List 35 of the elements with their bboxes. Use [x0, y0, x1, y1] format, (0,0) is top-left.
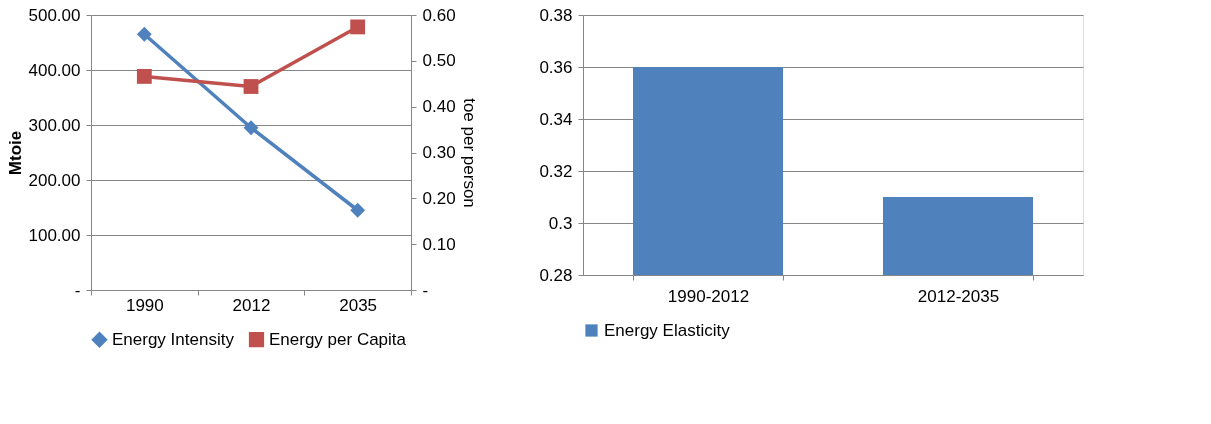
legend-label: Energy per Capita: [269, 329, 407, 349]
x-tick-label: 2012-2035: [917, 286, 1000, 306]
legend-label: Energy Intensity: [112, 329, 235, 349]
y2-tick-label: 0.60: [422, 5, 456, 25]
y-tick-label: 0.34: [539, 109, 573, 129]
y2-tick-label: 0.50: [422, 51, 456, 71]
y2-tick-label: 0.20: [422, 188, 456, 208]
y-tick-label: 200.00: [28, 170, 81, 190]
y-axis-title: Mtoie: [5, 130, 25, 176]
y2-tick-label: 0.40: [422, 97, 456, 117]
point: [350, 202, 366, 218]
y-tick-label: 0.28: [539, 265, 573, 285]
y-tick-label: 0.3: [548, 213, 573, 233]
point: [136, 26, 152, 42]
y-tick-label: 400.00: [28, 60, 81, 80]
y2-tick-label: 0.10: [422, 234, 456, 254]
point: [136, 69, 152, 84]
y-tick-label: 300.00: [28, 115, 81, 135]
point: [350, 19, 366, 35]
y2-tick-label: -: [422, 280, 429, 300]
legend-label: Energy Elasticity: [604, 320, 731, 340]
point: [243, 79, 259, 94]
y2-tick-label: 0.30: [422, 143, 456, 162]
y-tick-label: 100.00: [28, 225, 81, 245]
y-tick-label: 0.36: [539, 57, 573, 77]
y2-axis-title: toe per person: [459, 98, 479, 208]
x-tick-label: 2035: [339, 295, 378, 315]
x-tick-label: 2012: [232, 295, 271, 315]
y-tick-label: 0.38: [539, 5, 573, 25]
x-tick-label: 1990: [125, 295, 164, 315]
point: [243, 120, 259, 136]
y-tick-label: 500.00: [28, 5, 81, 25]
x-tick-label: 1990-2012: [667, 286, 750, 306]
y-tick-label: 0.32: [539, 161, 573, 181]
y-tick-label: -: [74, 280, 81, 300]
